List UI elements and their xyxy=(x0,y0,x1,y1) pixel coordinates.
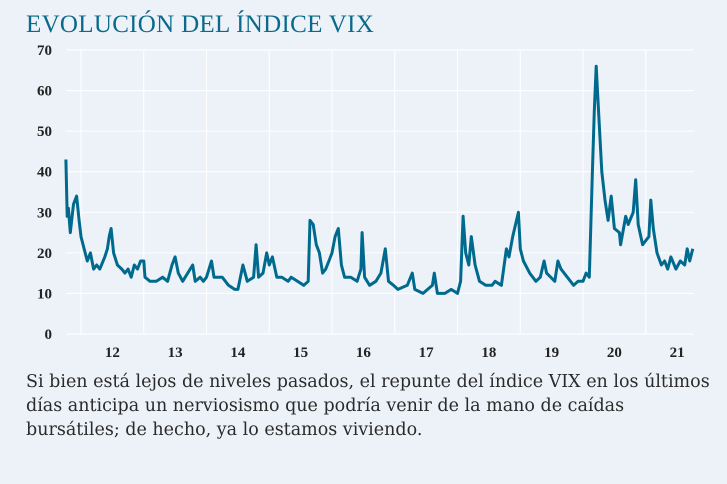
y-tick-label: 60 xyxy=(37,84,52,100)
x-tick-label: 17 xyxy=(419,345,435,361)
x-tick-label: 14 xyxy=(230,345,246,361)
caption-text: Si bien está lejos de niveles pasados, e… xyxy=(26,372,710,440)
vix-line-chart: 0 10 20 30 40 50 60 70 12 13 14 15 16 17 18 19 20 21 xyxy=(37,43,695,361)
y-tick-label: 70 xyxy=(37,43,52,59)
x-tick-label: 19 xyxy=(544,345,559,361)
x-tick-label: 21 xyxy=(670,345,685,361)
y-tick-label: 30 xyxy=(37,205,52,221)
x-tick-label: 16 xyxy=(356,345,372,361)
y-tick-label: 20 xyxy=(37,246,52,262)
x-tick-label: 13 xyxy=(168,345,183,361)
vix-series-line xyxy=(64,64,695,295)
x-tick-label: 15 xyxy=(293,345,308,361)
x-tick-label: 20 xyxy=(607,345,622,361)
y-tick-label: 0 xyxy=(45,327,53,343)
grid xyxy=(66,49,694,335)
y-tick-label: 50 xyxy=(37,124,52,140)
y-tick-label: 10 xyxy=(37,286,52,302)
x-tick-label: 18 xyxy=(481,345,496,361)
x-axis: 12 13 14 15 16 17 18 19 20 21 xyxy=(105,345,685,361)
x-tick-label: 12 xyxy=(105,345,120,361)
y-tick-label: 40 xyxy=(37,165,52,181)
chart-title: EVOLUCIÓN DEL ÍNDICE VIX xyxy=(26,11,375,38)
y-axis: 0 10 20 30 40 50 60 70 xyxy=(37,43,52,343)
